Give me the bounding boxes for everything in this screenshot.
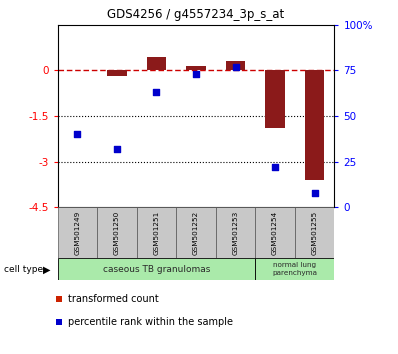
Text: normal lung
parenchyma: normal lung parenchyma xyxy=(272,262,317,276)
Text: percentile rank within the sample: percentile rank within the sample xyxy=(68,317,233,327)
Point xyxy=(311,190,318,195)
Bar xyxy=(216,207,255,258)
Bar xyxy=(255,258,334,280)
Bar xyxy=(58,258,255,280)
Point xyxy=(232,64,239,69)
Bar xyxy=(146,57,166,70)
Point xyxy=(153,90,160,95)
Text: GSM501255: GSM501255 xyxy=(312,211,318,255)
Text: ▶: ▶ xyxy=(43,265,51,275)
Text: caseous TB granulomas: caseous TB granulomas xyxy=(103,264,210,274)
Text: cell type: cell type xyxy=(4,265,43,274)
Text: GSM501249: GSM501249 xyxy=(74,211,80,255)
Bar xyxy=(137,207,176,258)
Bar xyxy=(295,207,334,258)
Bar xyxy=(176,207,216,258)
Text: GSM501254: GSM501254 xyxy=(272,211,278,255)
Bar xyxy=(305,70,324,180)
Bar xyxy=(265,70,285,128)
Bar xyxy=(186,66,206,70)
Text: GSM501252: GSM501252 xyxy=(193,211,199,255)
Bar xyxy=(97,207,137,258)
Bar xyxy=(58,207,97,258)
Bar xyxy=(226,61,246,70)
Bar xyxy=(107,70,127,76)
Text: GSM501251: GSM501251 xyxy=(154,211,160,255)
Point xyxy=(114,146,120,152)
Title: GDS4256 / g4557234_3p_s_at: GDS4256 / g4557234_3p_s_at xyxy=(107,8,285,21)
Text: GSM501253: GSM501253 xyxy=(232,211,238,255)
Point xyxy=(272,164,278,170)
Bar xyxy=(255,207,295,258)
Point xyxy=(193,71,199,77)
Point xyxy=(74,131,81,137)
Text: transformed count: transformed count xyxy=(68,294,159,304)
Text: GSM501250: GSM501250 xyxy=(114,211,120,255)
